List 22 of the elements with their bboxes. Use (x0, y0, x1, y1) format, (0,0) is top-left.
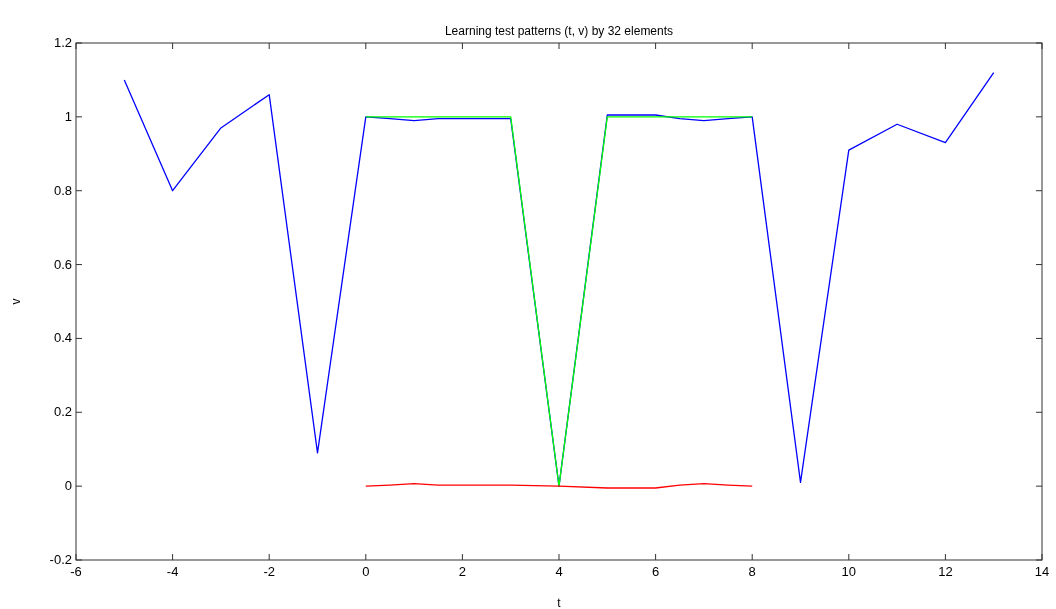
x-tick-label: -6 (70, 564, 82, 579)
x-tick-label: 10 (841, 564, 857, 579)
y-tick-label: 0.8 (53, 182, 72, 198)
x-tick-label: 14 (1034, 564, 1050, 579)
y-tick-label: 1 (64, 108, 72, 124)
y-axis-title: v (9, 298, 23, 305)
x-tick-label: 12 (938, 564, 953, 579)
y-tick-label: 1.2 (53, 35, 72, 50)
y-tick-label: 0.2 (53, 404, 72, 420)
x-tick-label: 2 (458, 564, 467, 579)
x-tick-label: -4 (166, 564, 179, 579)
x-tick-label: -2 (263, 564, 275, 579)
y-tick-label: 0 (64, 478, 72, 494)
x-tick-label: 6 (651, 564, 660, 579)
y-tick-label: 0.4 (53, 330, 72, 346)
chart-title: Learning test patterns (t, v) by 32 elements (444, 24, 674, 38)
x-tick-label: 8 (748, 564, 756, 579)
x-tick-label: 4 (555, 564, 563, 579)
y-tick-label: 0.6 (53, 256, 72, 272)
x-axis-title: t (557, 596, 562, 609)
x-tick-label: 0 (362, 564, 370, 579)
y-tick-label: -0.2 (49, 552, 72, 567)
